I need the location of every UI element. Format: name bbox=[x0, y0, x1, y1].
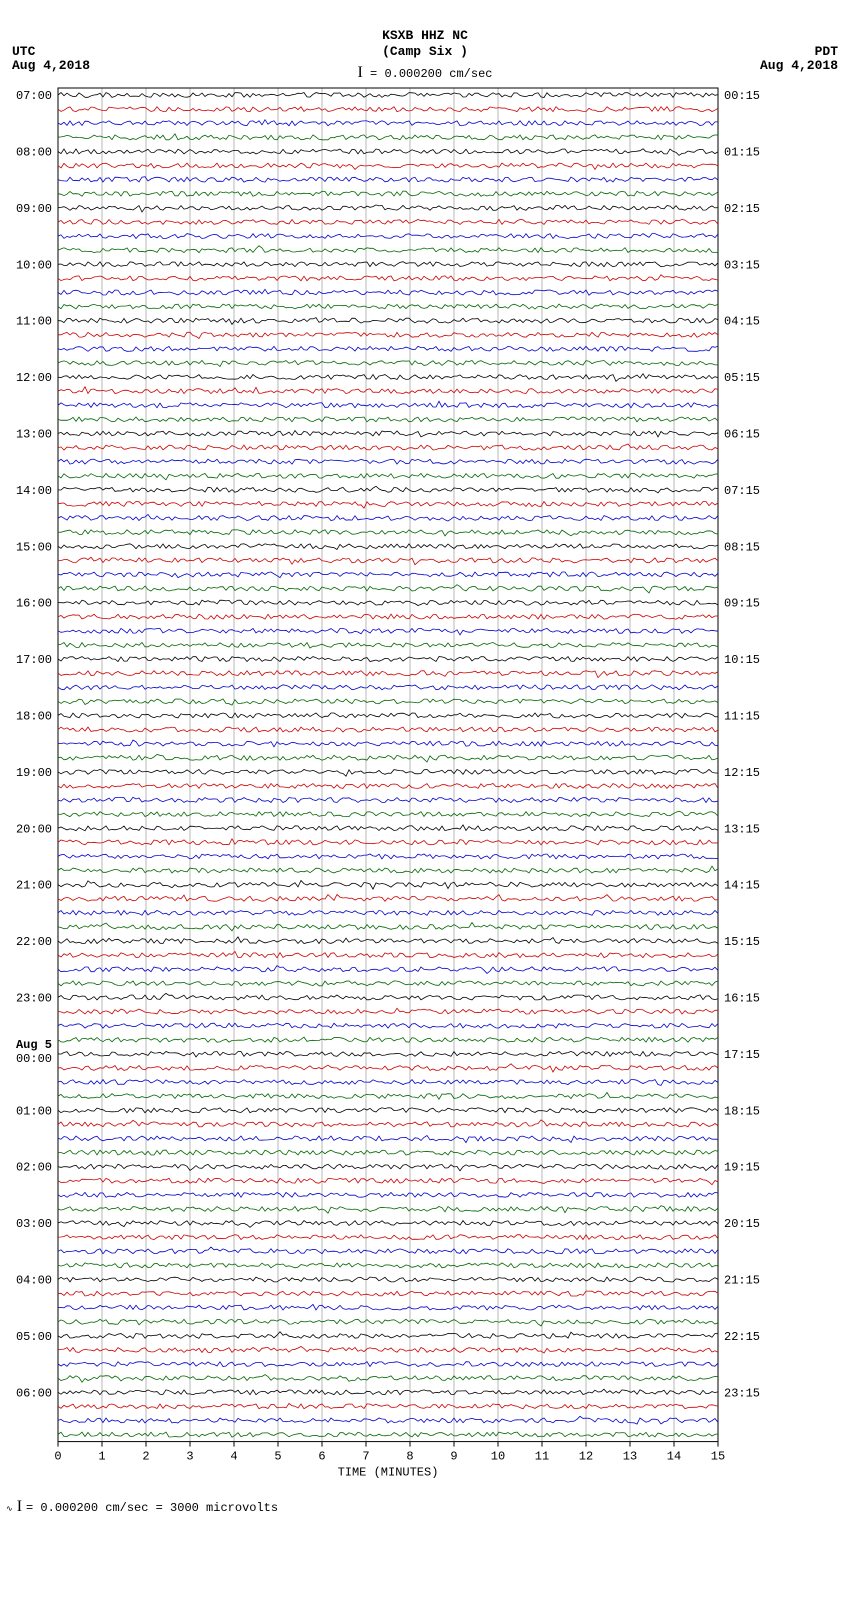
svg-text:12:15: 12:15 bbox=[724, 766, 760, 780]
svg-text:12:00: 12:00 bbox=[16, 371, 52, 385]
svg-text:07:15: 07:15 bbox=[724, 484, 760, 498]
footer-scale-label: ∿ I = 0.000200 cm/sec = 3000 microvolts bbox=[0, 1492, 850, 1516]
svg-text:09:00: 09:00 bbox=[16, 202, 52, 216]
svg-text:09:15: 09:15 bbox=[724, 597, 760, 611]
svg-text:03:00: 03:00 bbox=[16, 1217, 52, 1231]
svg-text:14:15: 14:15 bbox=[724, 879, 760, 893]
svg-text:13: 13 bbox=[623, 1450, 637, 1464]
svg-text:05:15: 05:15 bbox=[724, 371, 760, 385]
svg-text:19:00: 19:00 bbox=[16, 766, 52, 780]
svg-text:15: 15 bbox=[711, 1450, 725, 1464]
svg-text:17:15: 17:15 bbox=[724, 1048, 760, 1062]
svg-text:6: 6 bbox=[318, 1450, 325, 1464]
svg-text:11: 11 bbox=[535, 1450, 549, 1464]
svg-text:11:15: 11:15 bbox=[724, 709, 760, 723]
svg-text:23:15: 23:15 bbox=[724, 1386, 760, 1400]
svg-text:22:00: 22:00 bbox=[16, 935, 52, 949]
svg-text:16:15: 16:15 bbox=[724, 991, 760, 1005]
svg-text:TIME (MINUTES): TIME (MINUTES) bbox=[338, 1466, 439, 1480]
svg-text:00:00: 00:00 bbox=[16, 1052, 52, 1066]
svg-text:02:00: 02:00 bbox=[16, 1161, 52, 1175]
svg-text:9: 9 bbox=[450, 1450, 457, 1464]
svg-text:4: 4 bbox=[230, 1450, 237, 1464]
svg-text:16:00: 16:00 bbox=[16, 597, 52, 611]
svg-text:20:15: 20:15 bbox=[724, 1217, 760, 1231]
svg-text:0: 0 bbox=[54, 1450, 61, 1464]
svg-text:18:15: 18:15 bbox=[724, 1104, 760, 1118]
svg-text:01:00: 01:00 bbox=[16, 1104, 52, 1118]
svg-text:23:00: 23:00 bbox=[16, 991, 52, 1005]
svg-text:17:00: 17:00 bbox=[16, 653, 52, 667]
svg-text:21:00: 21:00 bbox=[16, 879, 52, 893]
svg-text:18:00: 18:00 bbox=[16, 709, 52, 723]
svg-text:05:00: 05:00 bbox=[16, 1330, 52, 1344]
svg-text:3: 3 bbox=[186, 1450, 193, 1464]
svg-text:21:15: 21:15 bbox=[724, 1273, 760, 1287]
svg-text:04:00: 04:00 bbox=[16, 1273, 52, 1287]
svg-text:Aug 5: Aug 5 bbox=[16, 1038, 52, 1052]
svg-text:5: 5 bbox=[274, 1450, 281, 1464]
svg-text:10: 10 bbox=[491, 1450, 505, 1464]
svg-text:13:15: 13:15 bbox=[724, 822, 760, 836]
svg-text:10:00: 10:00 bbox=[16, 258, 52, 272]
station-location: (Camp Six ) bbox=[0, 44, 850, 59]
scale-bar-label: I = 0.000200 cm/sec bbox=[0, 64, 850, 82]
svg-text:02:15: 02:15 bbox=[724, 202, 760, 216]
svg-text:15:00: 15:00 bbox=[16, 540, 52, 554]
svg-text:06:15: 06:15 bbox=[724, 427, 760, 441]
svg-text:7: 7 bbox=[362, 1450, 369, 1464]
header: UTC Aug 4,2018 PDT Aug 4,2018 KSXB HHZ N… bbox=[0, 0, 850, 78]
svg-text:04:15: 04:15 bbox=[724, 315, 760, 329]
svg-text:2: 2 bbox=[142, 1450, 149, 1464]
svg-text:06:00: 06:00 bbox=[16, 1386, 52, 1400]
svg-text:08:15: 08:15 bbox=[724, 540, 760, 554]
svg-text:8: 8 bbox=[406, 1450, 413, 1464]
seismogram-chart: 0123456789101112131415TIME (MINUTES)07:0… bbox=[0, 78, 850, 1492]
svg-text:07:00: 07:00 bbox=[16, 89, 52, 103]
svg-text:19:15: 19:15 bbox=[724, 1161, 760, 1175]
svg-text:12: 12 bbox=[579, 1450, 593, 1464]
svg-text:00:15: 00:15 bbox=[724, 89, 760, 103]
svg-text:14: 14 bbox=[667, 1450, 681, 1464]
seismogram-page: UTC Aug 4,2018 PDT Aug 4,2018 KSXB HHZ N… bbox=[0, 0, 850, 1516]
svg-text:10:15: 10:15 bbox=[724, 653, 760, 667]
svg-text:08:00: 08:00 bbox=[16, 145, 52, 159]
svg-text:20:00: 20:00 bbox=[16, 822, 52, 836]
station-title: KSXB HHZ NC bbox=[0, 28, 850, 43]
svg-text:01:15: 01:15 bbox=[724, 145, 760, 159]
svg-text:22:15: 22:15 bbox=[724, 1330, 760, 1344]
svg-text:11:00: 11:00 bbox=[16, 315, 52, 329]
svg-text:14:00: 14:00 bbox=[16, 484, 52, 498]
svg-text:13:00: 13:00 bbox=[16, 427, 52, 441]
svg-text:1: 1 bbox=[98, 1450, 105, 1464]
svg-text:15:15: 15:15 bbox=[724, 935, 760, 949]
svg-text:03:15: 03:15 bbox=[724, 258, 760, 272]
